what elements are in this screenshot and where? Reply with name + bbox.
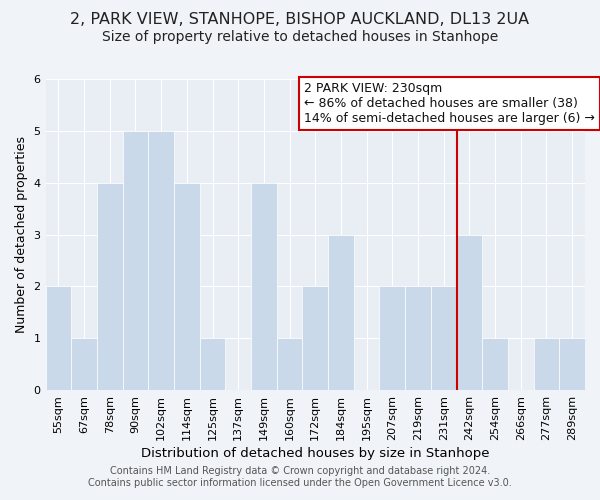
Bar bbox=[431, 286, 457, 390]
Bar bbox=[277, 338, 302, 390]
Bar bbox=[200, 338, 226, 390]
Text: Contains HM Land Registry data © Crown copyright and database right 2024.
Contai: Contains HM Land Registry data © Crown c… bbox=[88, 466, 512, 487]
Bar bbox=[97, 182, 122, 390]
Bar bbox=[482, 338, 508, 390]
Bar bbox=[379, 286, 405, 390]
Bar bbox=[405, 286, 431, 390]
Bar bbox=[533, 338, 559, 390]
Y-axis label: Number of detached properties: Number of detached properties bbox=[15, 136, 28, 333]
Bar bbox=[457, 234, 482, 390]
Bar bbox=[328, 234, 354, 390]
Bar bbox=[71, 338, 97, 390]
Text: 2 PARK VIEW: 230sqm
← 86% of detached houses are smaller (38)
14% of semi-detach: 2 PARK VIEW: 230sqm ← 86% of detached ho… bbox=[304, 82, 595, 125]
Text: Size of property relative to detached houses in Stanhope: Size of property relative to detached ho… bbox=[102, 30, 498, 44]
Bar bbox=[251, 182, 277, 390]
Bar bbox=[559, 338, 585, 390]
Text: 2, PARK VIEW, STANHOPE, BISHOP AUCKLAND, DL13 2UA: 2, PARK VIEW, STANHOPE, BISHOP AUCKLAND,… bbox=[70, 12, 530, 28]
Bar bbox=[174, 182, 200, 390]
X-axis label: Distribution of detached houses by size in Stanhope: Distribution of detached houses by size … bbox=[141, 447, 490, 460]
Bar bbox=[148, 131, 174, 390]
Bar bbox=[46, 286, 71, 390]
Bar bbox=[302, 286, 328, 390]
Bar bbox=[122, 131, 148, 390]
